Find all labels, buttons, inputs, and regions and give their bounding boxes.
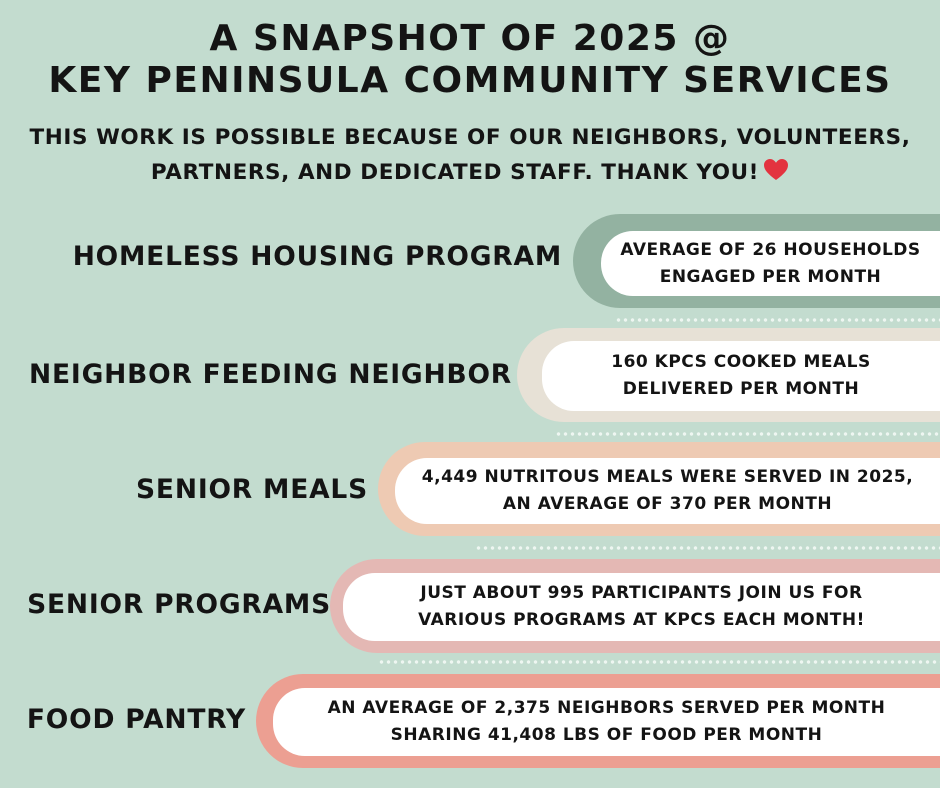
program-name: SENIOR MEALS <box>136 474 368 505</box>
program-stat-line-2: AN AVERAGE OF 370 PER MONTH <box>502 494 833 514</box>
subtitle-line-2: PARTNERS, AND DEDICATED STAFF. THANK YOU… <box>150 160 760 185</box>
program-name: NEIGHBOR FEEDING NEIGHBOR <box>29 359 512 390</box>
program-name: HOMELESS HOUSING PROGRAM <box>72 241 562 272</box>
dotted-divider <box>475 546 940 550</box>
program-stat-line-1: JUST ABOUT 995 PARTICIPANTS JOIN US FOR <box>420 583 863 603</box>
dotted-divider <box>378 660 940 664</box>
program-stat-line-1: AN AVERAGE OF 2,375 NEIGHBORS SERVED PER… <box>327 698 886 718</box>
program-stat-pill: 4,449 NUTRITOUS MEALS WERE SERVED IN 202… <box>395 458 940 524</box>
red-heart-icon <box>764 159 789 180</box>
program-stat-pill: 160 KPCS COOKED MEALS DELIVERED PER MONT… <box>542 341 940 411</box>
dotted-divider <box>615 318 940 322</box>
title-line-2: KEY PENINSULA COMMUNITY SERVICES <box>48 60 892 101</box>
program-stat-pill: AN AVERAGE OF 2,375 NEIGHBORS SERVED PER… <box>273 688 940 756</box>
page-title: A SNAPSHOT OF 2025 @ KEY PENINSULA COMMU… <box>0 18 940 102</box>
program-stat-pill: JUST ABOUT 995 PARTICIPANTS JOIN US FOR … <box>343 573 940 641</box>
program-stat-line-1: AVERAGE OF 26 HOUSEHOLDS <box>620 239 921 260</box>
title-line-1: A SNAPSHOT OF 2025 @ <box>209 18 731 59</box>
program-stat-line-2: SHARING 41,408 LBS OF FOOD PER MONTH <box>390 725 823 745</box>
program-name: FOOD PANTRY <box>26 704 246 735</box>
program-stat-line-2: VARIOUS PROGRAMS AT KPCS EACH MONTH! <box>418 610 865 630</box>
program-stat-line-2: ENGAGED PER MONTH <box>659 266 882 287</box>
program-stat-line-1: 4,449 NUTRITOUS MEALS WERE SERVED IN 202… <box>421 467 914 487</box>
program-stat-pill: AVERAGE OF 26 HOUSEHOLDS ENGAGED PER MON… <box>601 231 940 296</box>
dotted-divider <box>555 432 940 436</box>
program-stat-line-2: DELIVERED PER MONTH <box>622 379 860 399</box>
program-name: SENIOR PROGRAMS <box>27 589 331 620</box>
thank-you-message: THIS WORK IS POSSIBLE BECAUSE OF OUR NEI… <box>0 120 940 190</box>
subtitle-line-1: THIS WORK IS POSSIBLE BECAUSE OF OUR NEI… <box>29 125 911 150</box>
program-stat-line-1: 160 KPCS COOKED MEALS <box>611 352 871 372</box>
